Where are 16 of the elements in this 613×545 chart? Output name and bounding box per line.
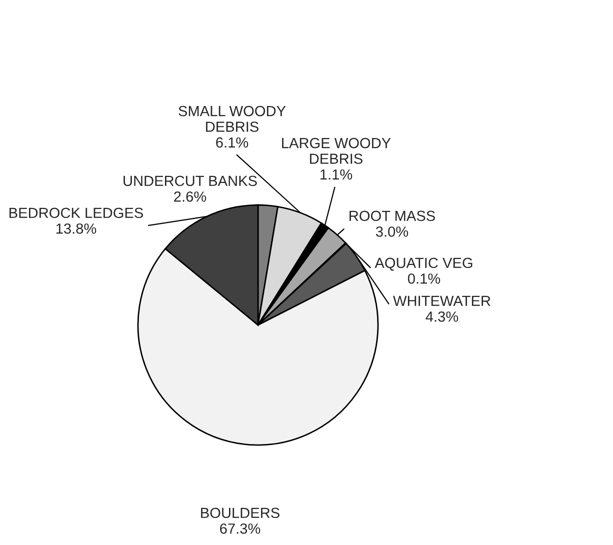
slice-label: BEDROCK LEDGES [10,208,143,218]
slice-label: LARGE WOODY DEBRIS [282,138,391,164]
data-label: 3.0% [376,226,408,237]
slice-label: WHITEWATER [393,296,490,306]
slice-label: ROOT MASS [350,210,435,222]
data-label: 6.1% [216,137,248,148]
data-label: 13.8% [56,223,96,234]
slice-label: BOULDERS [201,508,280,518]
data-label: 67.3% [220,523,260,534]
data-label: 4.3% [426,311,458,322]
data-label: 0.1% [408,273,440,284]
slice-label: UNDERCUT BANKS [124,176,257,186]
slice-label: AQUATIC VEG [374,258,472,271]
data-label: 1.1% [320,169,352,180]
slice-label: SMALL WOODY DEBRIS [178,106,286,132]
data-label: 2.6% [174,191,206,202]
